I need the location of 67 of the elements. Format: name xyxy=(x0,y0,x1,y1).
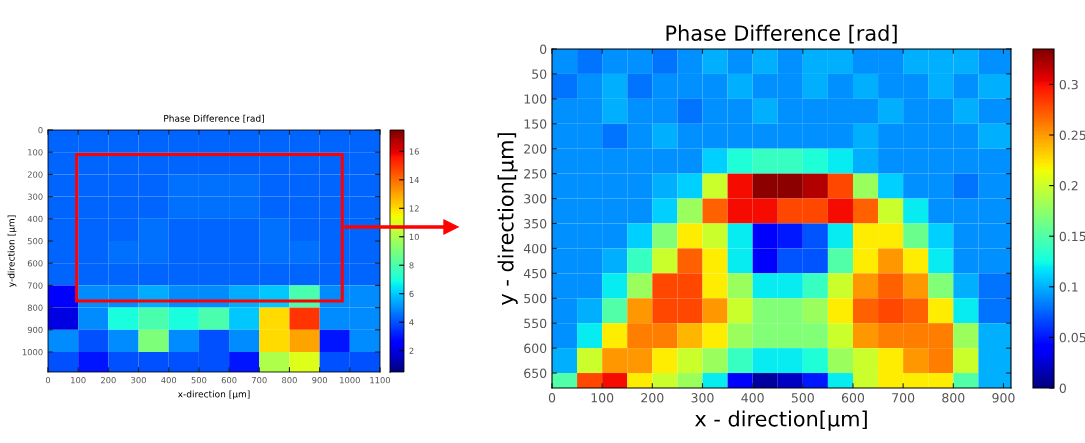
chart-title: Phase Difference [rad] xyxy=(666,24,897,44)
x-tick-label: 900 xyxy=(992,393,1015,403)
x-tick-label: 300 xyxy=(691,393,714,403)
x-tick-label: 0 xyxy=(45,377,51,384)
x-tick-label: 1100 xyxy=(370,377,391,384)
x-tick-label: 100 xyxy=(71,377,86,384)
x-axis-title: x-direction [µm] xyxy=(177,390,250,400)
x-tick-label: 800 xyxy=(942,393,965,403)
y-tick-label: 300 xyxy=(27,193,43,200)
x-tick-label: 400 xyxy=(161,377,177,384)
y-tick-label: 500 xyxy=(524,293,547,304)
color-bar-label: 4 xyxy=(409,319,414,326)
x-tick-label: 400 xyxy=(741,393,764,403)
color-bar-label: 2 xyxy=(409,347,414,354)
x-axis-title: x - direction[µm] xyxy=(695,410,867,431)
x-tick-label: 1000 xyxy=(340,377,360,384)
y-tick-label: 400 xyxy=(27,215,43,223)
color-bar-label: 12 xyxy=(409,205,419,212)
y-tick-label: 650 xyxy=(524,368,547,378)
y-tick-label: 250 xyxy=(524,169,547,179)
y-tick-label: 450 xyxy=(523,268,547,279)
color-bar-label: 0.25 xyxy=(1059,130,1085,140)
x-tick-label: 700 xyxy=(252,377,267,384)
y-tick-label: 400 xyxy=(523,243,547,254)
chart-title: Phase Difference [rad] xyxy=(164,114,264,123)
y-tick-label: 100 xyxy=(524,94,547,104)
y-tick-label: 100 xyxy=(28,149,43,156)
x-tick-label: 800 xyxy=(282,377,297,384)
color-bar-label: 0.15 xyxy=(1059,231,1085,242)
color-bar-label: 6 xyxy=(409,290,414,297)
y-tick-label: 600 xyxy=(27,260,43,267)
x-tick-label: 200 xyxy=(101,377,116,384)
color-bar-label: 14 xyxy=(409,176,419,183)
y-tick-label: 600 xyxy=(524,343,547,354)
y-axis-title: y - direction[µm] xyxy=(497,133,518,305)
y-tick-label: 500 xyxy=(27,237,43,245)
y-tick-label: 300 xyxy=(524,194,547,204)
y-tick-label: 0 xyxy=(540,44,547,54)
color-bar-label: 0.05 xyxy=(1059,332,1085,343)
color-bar-label: 0.1 xyxy=(1059,282,1078,292)
y-tick-label: 700 xyxy=(27,282,43,289)
x-tick-label: 600 xyxy=(841,393,865,403)
y-tick-label: 200 xyxy=(524,144,547,154)
y-tick-label: 1000 xyxy=(22,349,43,356)
color-bar-label: 0.3 xyxy=(1059,79,1078,90)
x-tick-label: 500 xyxy=(791,393,814,403)
color-bar-label: 16 xyxy=(409,148,419,155)
x-tick-label: 500 xyxy=(191,377,207,384)
x-tick-label: 700 xyxy=(892,393,915,403)
x-tick-label: 900 xyxy=(312,377,328,384)
y-tick-label: 0 xyxy=(38,126,43,134)
x-tick-label: 600 xyxy=(221,377,237,384)
color-bar-label: 0.2 xyxy=(1059,181,1078,191)
x-tick-label: 0 xyxy=(548,393,556,403)
color-bar-label: 10 xyxy=(409,233,419,241)
y-tick-label: 900 xyxy=(27,326,43,334)
x-tick-label: 100 xyxy=(591,393,614,403)
y-tick-label: 550 xyxy=(524,318,547,329)
y-tick-label: 150 xyxy=(524,119,547,129)
x-tick-label: 300 xyxy=(131,377,146,384)
y-tick-label: 800 xyxy=(27,304,43,311)
y-tick-label: 50 xyxy=(532,69,547,79)
x-tick-label: 200 xyxy=(641,393,664,403)
y-tick-label: 350 xyxy=(524,218,547,229)
y-tick-label: 200 xyxy=(27,171,43,178)
y-axis-title: y-direction [µm] xyxy=(7,215,17,287)
color-bar-label: 8 xyxy=(409,262,414,269)
